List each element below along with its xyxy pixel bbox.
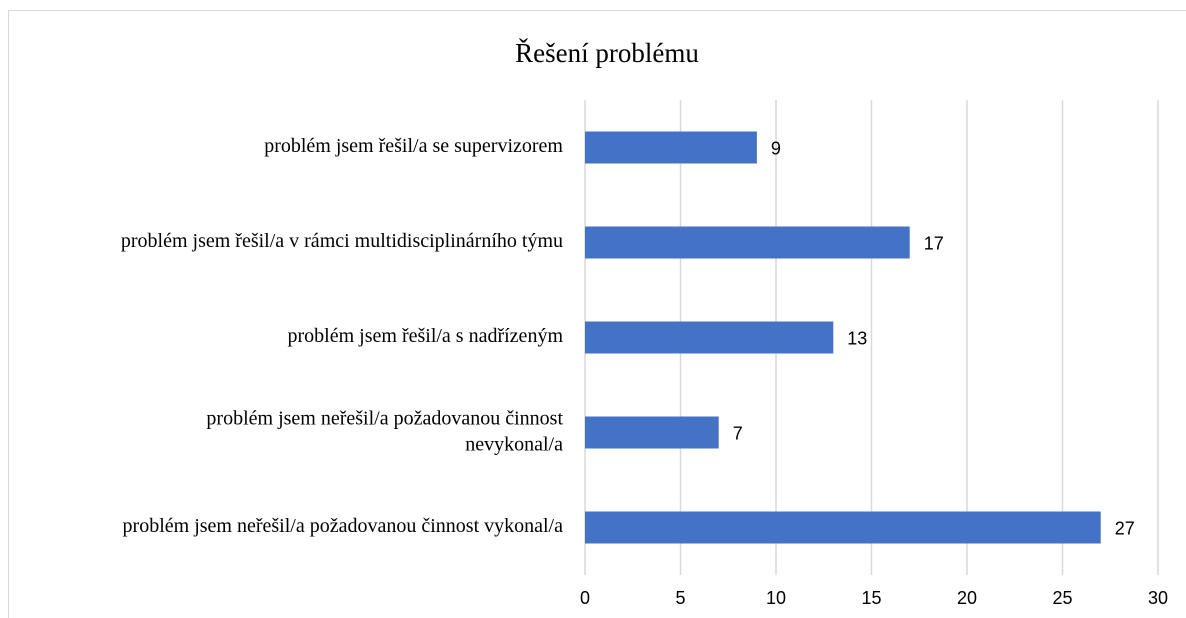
y-tick-label: problém jsem řešil/a s nadřízeným: [288, 325, 564, 347]
y-tick-label: problém jsem řešil/a v rámci multidiscip…: [121, 230, 563, 252]
value-label: 27: [1115, 518, 1135, 538]
bar: [585, 131, 757, 164]
x-tick-label: 25: [1052, 588, 1072, 608]
y-tick-label: problém jsem neřešil/a požadovanou činno…: [206, 407, 563, 455]
bar: [585, 416, 719, 449]
x-tick-label: 5: [675, 588, 685, 608]
value-label: 13: [847, 328, 867, 348]
value-label: 9: [771, 138, 781, 158]
bar: [585, 226, 910, 259]
x-tick-label: 20: [957, 588, 977, 608]
y-tick-label: problém jsem řešil/a se supervizorem: [264, 135, 563, 157]
bar: [585, 511, 1101, 544]
x-tick-label: 30: [1148, 588, 1168, 608]
value-label: 7: [733, 423, 743, 443]
y-tick-label: problém jsem neřešil/a požadovanou činno…: [123, 515, 564, 537]
bar: [585, 321, 834, 354]
x-tick-label: 10: [766, 588, 786, 608]
chart-title: Řešení problému: [515, 38, 699, 68]
x-tick-label: 0: [580, 588, 590, 608]
x-tick-label: 15: [861, 588, 881, 608]
value-label: 17: [924, 233, 944, 253]
